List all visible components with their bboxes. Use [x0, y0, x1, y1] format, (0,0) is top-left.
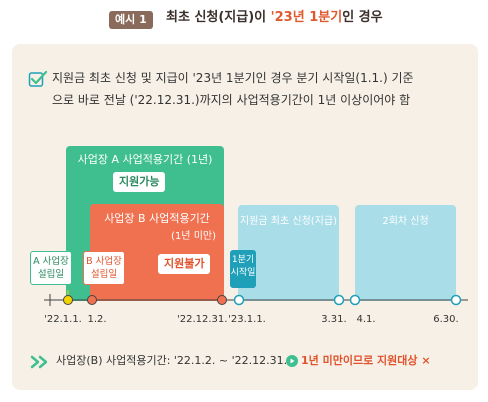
example-title: 최초 신청(지급)이 '23년 1분기인 경우 [166, 9, 383, 27]
footer-period-text: 사업장(B) 사업적용기간: '22.1.2. ~ '22.12.31. [56, 354, 288, 367]
tick-1-2: 1.2. [87, 314, 107, 325]
ineligible-badge: 지원불가 [158, 254, 211, 274]
business-a-period-title: 사업장 A 사업적용기간 (1년) [77, 153, 213, 166]
second-application-label: 2회차 신청 [382, 216, 429, 227]
title-post: 인 경우 [342, 10, 383, 25]
business-a-founding-marker: A 사업장 설립일 [30, 251, 72, 285]
dot-4-1 [349, 294, 361, 306]
business-b-founding-marker: B 사업장 설립일 [83, 251, 125, 285]
tick-6-30: 6.30. [433, 314, 459, 325]
dot-23-1-1 [233, 294, 245, 306]
title-highlight: '23년 1분기 [270, 10, 343, 25]
quarter-start-box: 1분기 시작일 [230, 250, 256, 288]
tick-22-12-31: '22.12.31. [177, 314, 228, 325]
tick-22-1-1: '22.1.1. [44, 314, 82, 325]
play-circle-icon [286, 355, 298, 367]
dot-22-1-1 [63, 295, 73, 305]
double-chevron-right-icon [30, 355, 48, 369]
description: 지원금 최초 신청 및 지급이 '23년 1분기인 경우 분기 시작일(1.1.… [52, 67, 462, 111]
description-line-1: 지원금 최초 신청 및 지급이 '23년 1분기인 경우 분기 시작일(1.1.… [52, 71, 414, 85]
quarter-start-line-2: 시작일 [230, 268, 256, 278]
quarter-start-line-1: 1분기 [231, 255, 255, 265]
description-line-2: 으로 바로 전날 ('22.12.31.)까지의 사업적용기간이 1년 이상이어… [52, 93, 411, 107]
dot-3-31 [333, 294, 345, 306]
footer-result-text: 1년 미만이므로 지원대상 × [301, 354, 431, 367]
dot-1-2 [87, 295, 97, 305]
business-b-period-title: 사업장 B 사업적용기간 [104, 212, 210, 225]
tick-23-1-1: '23.1.1. [228, 314, 266, 325]
title-pre: 최초 신청(지급)이 [166, 10, 271, 25]
tick-3-31: 3.31. [321, 314, 347, 325]
tick-4-1: 4.1. [356, 314, 376, 325]
business-b-period-subtitle: (1년 미만) [171, 231, 216, 242]
dot-22-12-31 [217, 295, 227, 305]
eligible-badge: 지원가능 [113, 172, 166, 192]
example-badge: 예시 1 [109, 11, 153, 29]
first-application-label: 지원금 최초 신청(지급) [240, 216, 337, 227]
timeline [44, 290, 468, 306]
checkbox-check-icon [28, 70, 48, 87]
dot-6-30 [450, 294, 462, 306]
second-application-box [355, 205, 456, 301]
